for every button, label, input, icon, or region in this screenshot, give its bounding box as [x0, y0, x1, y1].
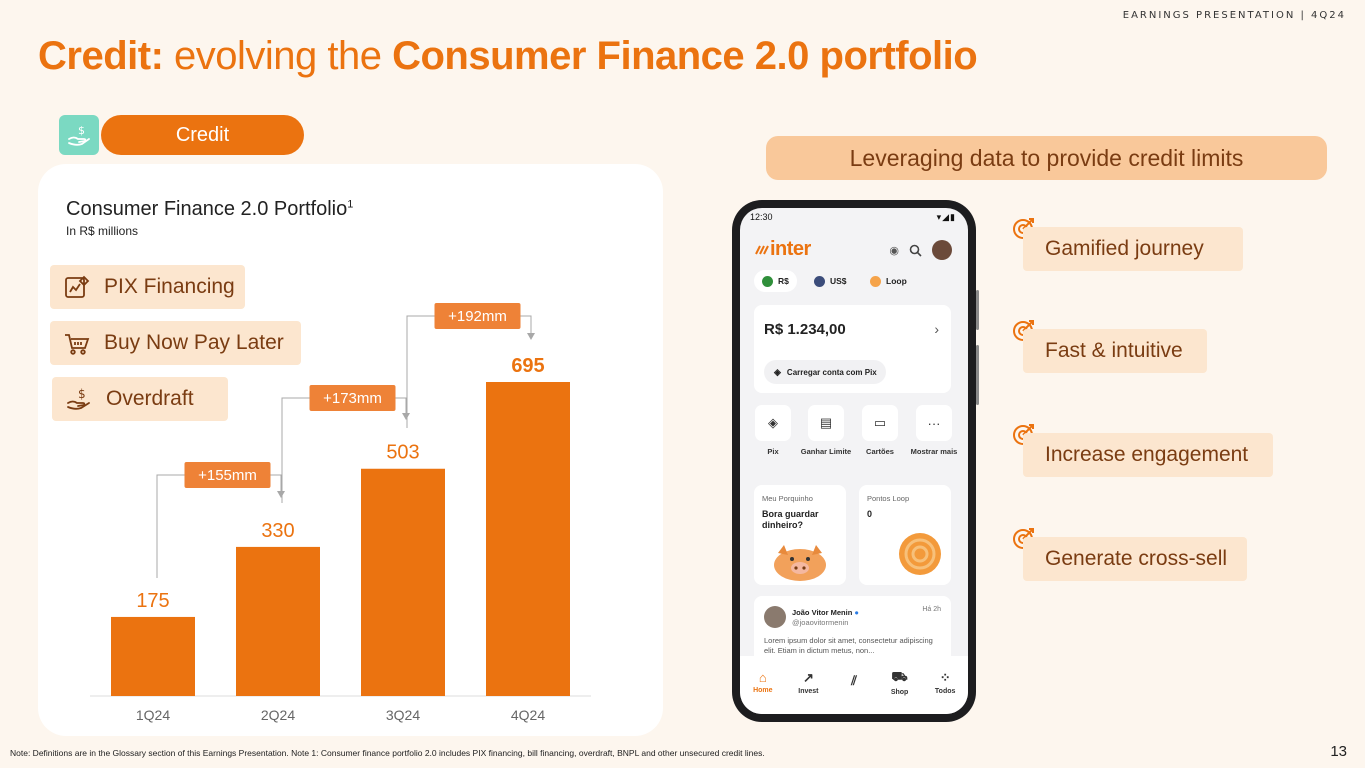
currency-tab-usd[interactable]: US$ [806, 270, 855, 292]
card-plus-icon: ▤ [808, 405, 844, 441]
pix-icon: ◈ [755, 405, 791, 441]
benefit-gamified: Gamified journey [1023, 227, 1243, 271]
svg-text:$: $ [78, 124, 85, 137]
bottom-nav: ⌂ Home ↗ Invest ⫽ ⛟ Shop ⁘ Todos [740, 656, 968, 714]
quick-action-cartoes[interactable]: ▭ Cartões [854, 405, 906, 456]
grid-icon: ⁘ [939, 669, 951, 685]
footnote: Note: Definitions are in the Glossary se… [10, 748, 765, 758]
loop-coin-icon [899, 533, 941, 575]
pix-icon: ◈ [774, 366, 781, 377]
pix-load-button[interactable]: ◈ Carregar conta com Pix [764, 360, 886, 384]
page-number: 13 [1330, 743, 1347, 760]
hand-money-icon: $ [59, 115, 99, 155]
chevron-right-icon[interactable]: › [934, 321, 939, 337]
nav-center[interactable]: ⫽ [834, 673, 874, 691]
title-part-1: Credit: [38, 34, 164, 78]
cart-icon: ⛟ [891, 668, 908, 684]
status-icons: ▾◢▮ [936, 212, 956, 222]
piggy-bank-icon [774, 545, 826, 581]
home-icon: ⌂ [758, 670, 767, 685]
quick-action-limite[interactable]: ▤ Ganhar Limite [800, 405, 852, 456]
balance-card[interactable]: R$ 1.234,00 › ◈ Carregar conta com Pix [754, 305, 951, 393]
benefit-engagement: Increase engagement [1023, 433, 1273, 477]
phone-screen: 12:30 ▾◢▮ inter ◉ R$ US$ Loop R$ 1.234,0… [740, 208, 968, 714]
nav-home[interactable]: ⌂ Home [743, 670, 783, 694]
portfolio-card [38, 164, 663, 736]
globe-icon [814, 275, 825, 287]
phone-side-button [976, 345, 979, 405]
product-overdraft: $ Overdraft [52, 377, 228, 421]
currency-tab-brl[interactable]: R$ [754, 270, 797, 292]
avatar[interactable] [932, 240, 952, 260]
credit-card-icon: ▭ [862, 405, 898, 441]
shopping-cart-icon [62, 328, 92, 358]
piggy-card[interactable]: Meu Porquinho Bora guardar dinheiro? [754, 485, 846, 585]
eye-icon[interactable]: ◉ [889, 244, 899, 257]
inter-symbol-icon: ⫽ [851, 673, 857, 688]
title-part-2: evolving the [163, 34, 393, 78]
hand-money-icon: $ [64, 384, 94, 414]
chart-title: Consumer Finance 2.0 Portfolio1 [66, 198, 354, 220]
social-post[interactable]: João Vitor Menin ● @joaovitormenin Há 2h… [754, 596, 951, 666]
svg-text:$: $ [78, 387, 86, 401]
verified-icon: ● [854, 608, 859, 617]
page-title: Credit: evolving the Consumer Finance 2.… [38, 34, 978, 79]
credit-section-pill: Credit [101, 115, 304, 155]
top-icons: ◉ [889, 240, 952, 260]
brazil-flag-icon [762, 275, 773, 287]
pix-financing-icon [62, 272, 92, 302]
loop-points-card[interactable]: Pontos Loop 0 [859, 485, 951, 585]
benefit-fast: Fast & intuitive [1023, 329, 1207, 373]
nav-invest[interactable]: ↗ Invest [788, 670, 828, 695]
product-label: Buy Now Pay Later [104, 331, 284, 354]
product-bnpl: Buy Now Pay Later [50, 321, 301, 365]
benefit-cross-sell: Generate cross-sell [1023, 537, 1247, 581]
more-icon: ··· [916, 405, 952, 441]
avatar [764, 606, 786, 628]
inter-logo: inter [755, 238, 811, 261]
header-tag: EARNINGS PRESENTATION | 4Q24 [1122, 10, 1346, 21]
search-icon[interactable] [909, 244, 922, 257]
trend-up-icon: ↗ [802, 669, 814, 685]
balance-value: R$ 1.234,00 [764, 321, 846, 338]
phone-side-button [976, 290, 979, 330]
loop-icon [870, 275, 881, 287]
product-label: PIX Financing [104, 275, 235, 298]
chart-subtitle: In R$ millions [66, 224, 139, 238]
leveraging-banner: Leveraging data to provide credit limits [766, 136, 1327, 180]
status-time: 12:30 [750, 212, 773, 222]
product-label: Overdraft [106, 387, 194, 410]
nav-shop[interactable]: ⛟ Shop [880, 669, 920, 696]
product-pix-financing: PIX Financing [50, 265, 245, 309]
nav-todos[interactable]: ⁘ Todos [925, 670, 965, 695]
phone-mockup: 12:30 ▾◢▮ inter ◉ R$ US$ Loop R$ 1.234,0… [732, 200, 979, 722]
title-part-3: Consumer Finance 2.0 portfolio [392, 34, 978, 78]
quick-action-more[interactable]: ··· Mostrar mais [908, 405, 960, 456]
quick-action-pix[interactable]: ◈ Pix [747, 405, 799, 456]
currency-tab-loop[interactable]: Loop [862, 270, 915, 292]
